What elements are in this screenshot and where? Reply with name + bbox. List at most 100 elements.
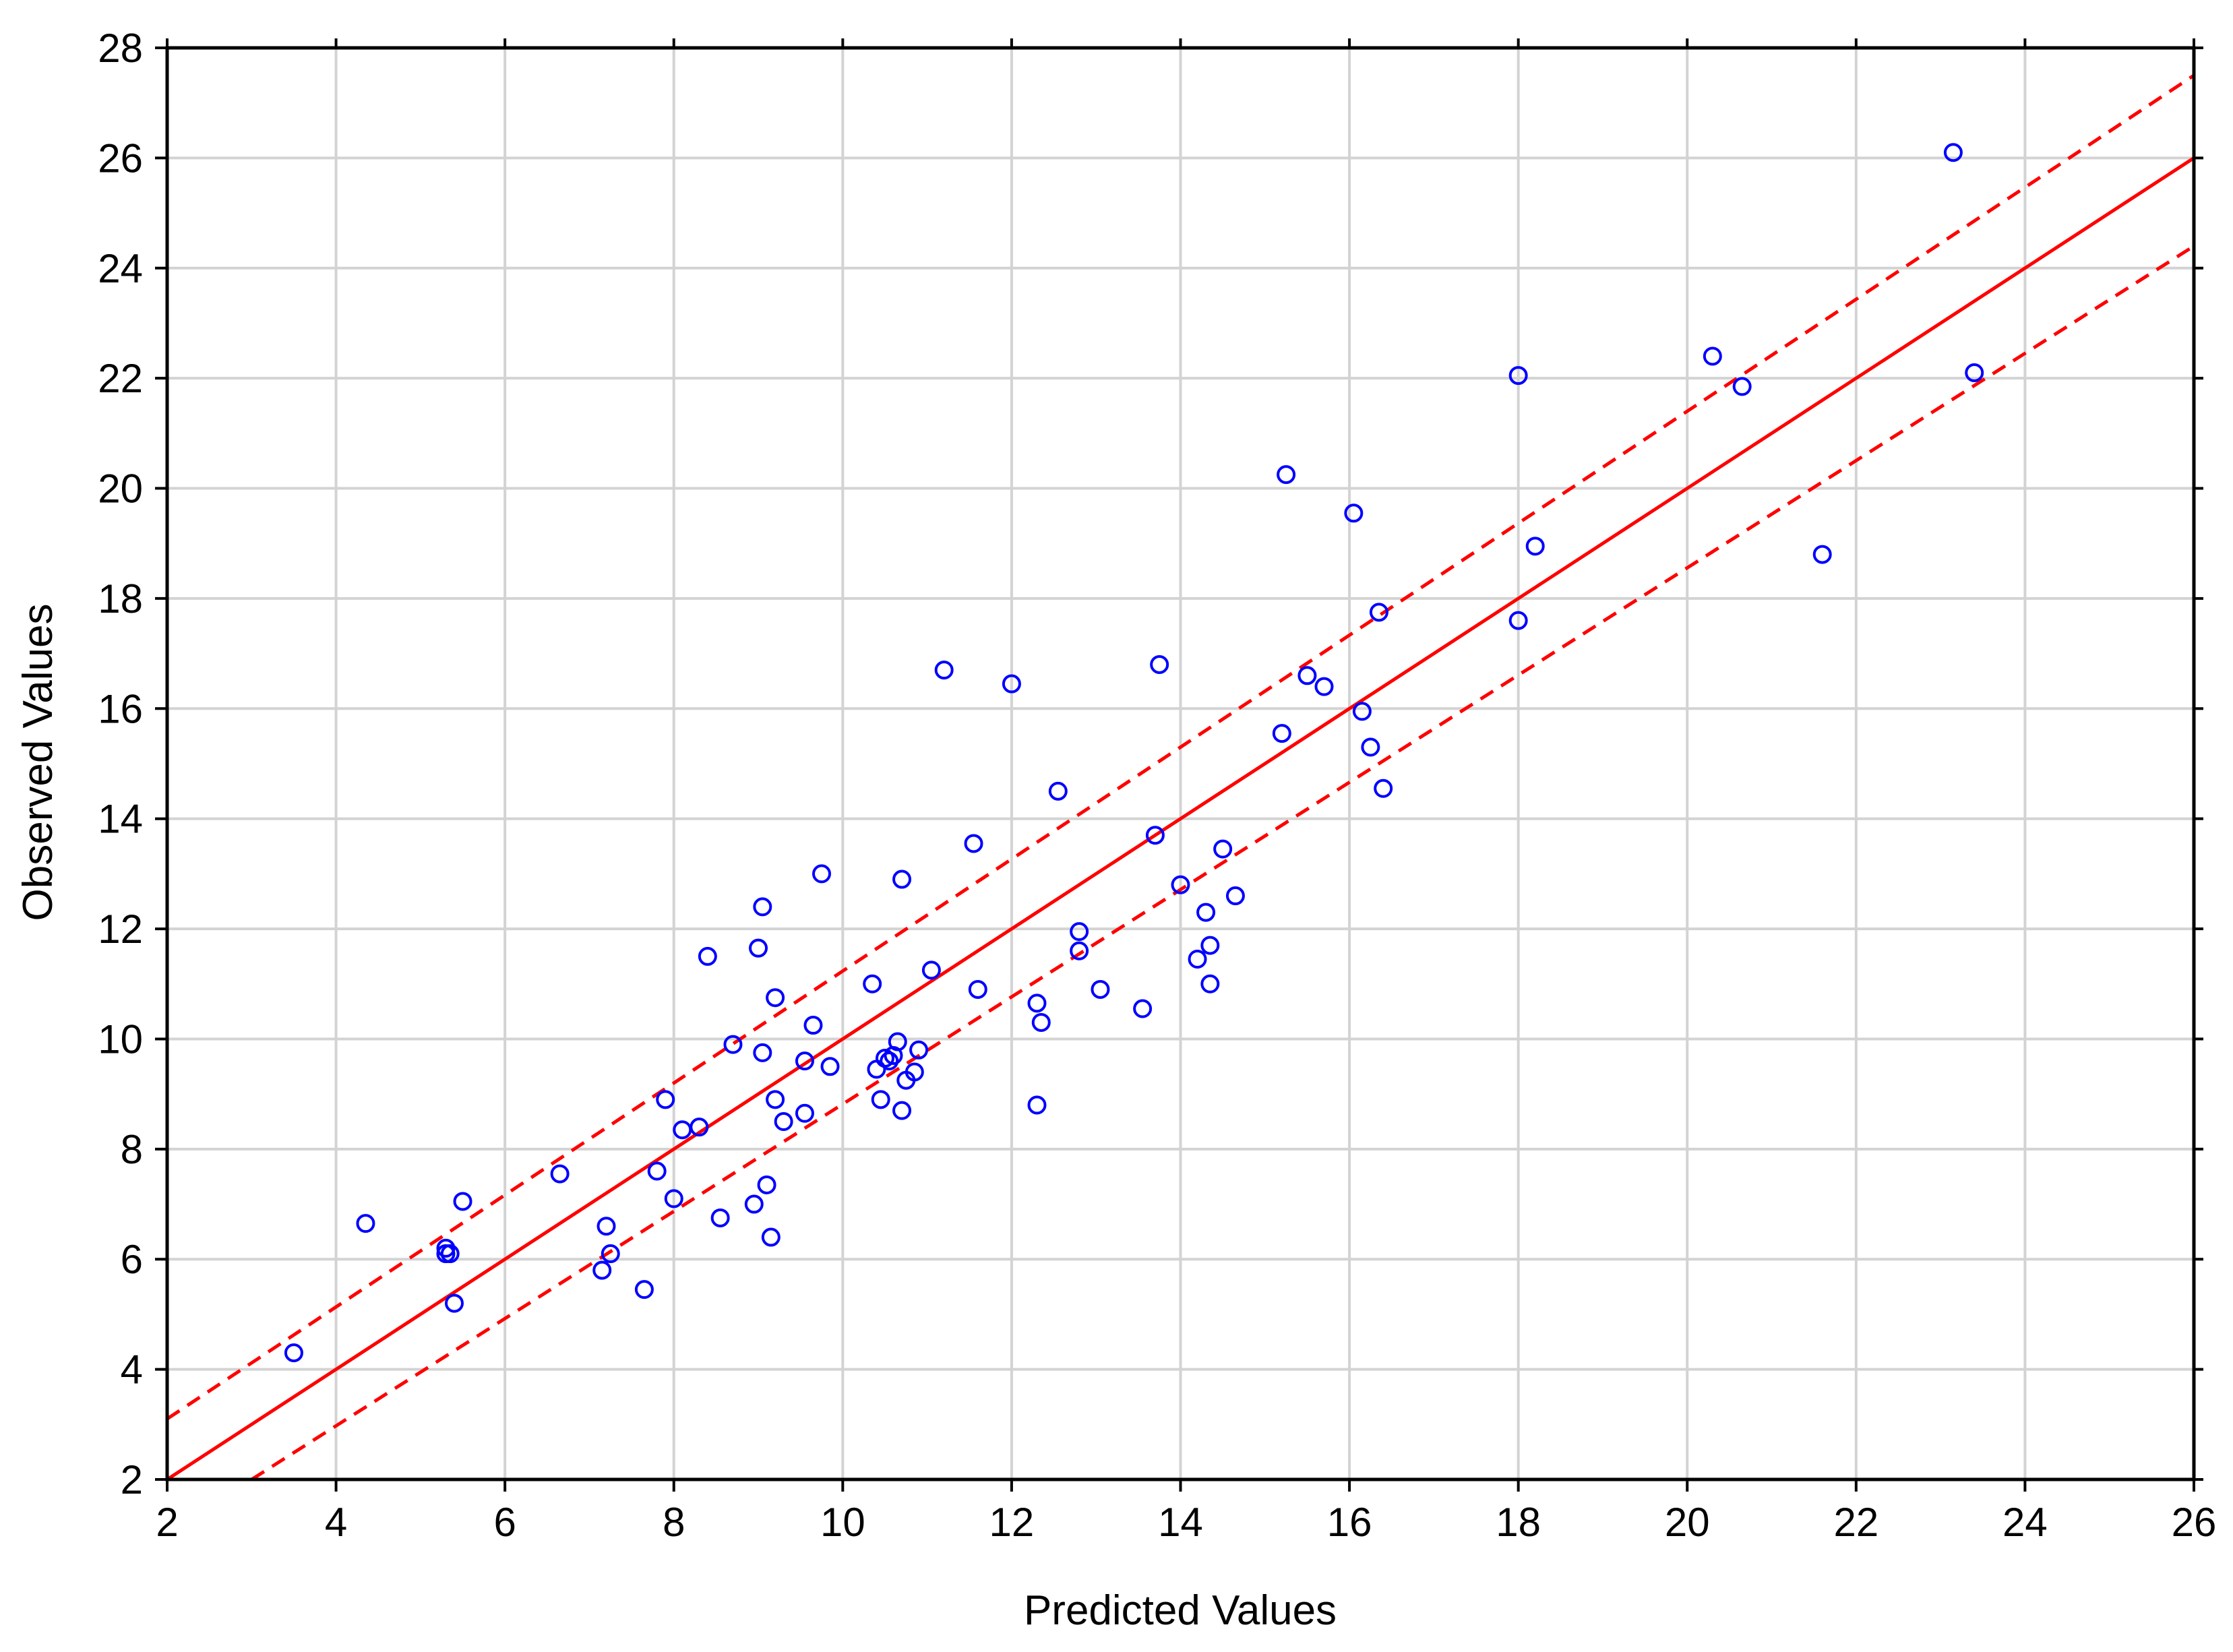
confidence-band-upper [166,73,2195,1421]
x-tick-label: 24 [2002,1500,2048,1545]
data-point [1344,503,1364,523]
y-tick-label: 16 [98,686,143,731]
data-point [761,1227,781,1247]
data-point [1200,936,1220,955]
x-tick-label: 4 [325,1500,347,1545]
data-point [1965,363,1984,382]
x-tick-label: 16 [1327,1500,1372,1545]
x-tick-label: 8 [663,1500,685,1545]
data-point [905,1062,924,1082]
x-tick-label: 10 [820,1500,865,1545]
y-axis-title: Observed Values [15,604,61,921]
data-point [550,1164,570,1184]
data-point [444,1293,464,1313]
data-point [1508,366,1528,386]
regression-line-path [166,156,2195,1481]
data-point [749,938,768,958]
x-tick-label: 14 [1158,1500,1203,1545]
x-tick-label: 12 [989,1500,1035,1545]
x-tick-label: 6 [493,1500,516,1545]
data-point [934,661,954,680]
y-tick-label: 4 [121,1347,143,1393]
y-tick-label: 26 [98,135,143,181]
data-point [436,1238,456,1258]
data-point [1133,999,1153,1018]
y-tick-label: 2 [121,1457,143,1502]
x-tick-label: 2 [156,1500,178,1545]
data-point [1374,778,1393,798]
data-point [1213,839,1233,859]
x-axis-title: Predicted Values [1024,1587,1337,1634]
data-point [757,1175,776,1194]
data-point [1027,1095,1047,1115]
data-point [1297,666,1317,685]
data-point [723,1035,743,1054]
data-point [820,1057,840,1076]
data-point [1145,826,1165,845]
data-point [766,1090,785,1109]
y-tick-label: 28 [98,26,143,71]
data-point [647,1161,667,1181]
y-tick-label: 22 [98,356,143,401]
data-point [1943,143,1963,162]
data-point [1031,1012,1051,1032]
data-point [753,1043,772,1062]
confidence-band [166,73,2195,1481]
data-point [1277,465,1296,485]
data-point [284,1343,303,1363]
data-point [921,960,941,980]
data-point [795,1103,814,1123]
data-point [592,1260,612,1280]
data-point [803,1016,823,1035]
y-tick-label: 20 [98,466,143,512]
data-point [698,946,717,966]
data-point [871,1090,890,1109]
data-point [1200,974,1220,993]
data-point [436,1244,456,1264]
data-point [1314,677,1334,696]
y-tick-label: 12 [98,907,143,952]
y-tick-label: 24 [98,246,143,291]
y-tick-label: 18 [98,576,143,621]
data-points [284,143,1984,1363]
data-point [1272,724,1291,743]
data-point [634,1280,654,1299]
data-point [664,1189,683,1209]
data-point [1048,781,1068,801]
data-point [812,864,832,884]
data-point [597,1217,616,1236]
data-point [968,979,987,999]
data-point [656,1090,675,1109]
data-point [892,1101,912,1120]
gridlines [167,48,2194,1479]
data-point [453,1192,472,1211]
data-point [880,1051,899,1071]
data-point [1812,545,1832,564]
data-point [1091,979,1110,999]
data-point [795,1051,814,1071]
data-point [774,1112,793,1131]
data-point [356,1214,375,1233]
data-point [1732,377,1752,396]
data-point [1150,654,1169,674]
x-tick-label: 20 [1665,1500,1710,1545]
data-point [888,1032,907,1051]
confidence-band-lower [250,244,2195,1481]
data-point [1171,875,1190,894]
data-point [1508,611,1528,630]
data-point [1070,922,1089,942]
x-tick-label: 22 [1833,1500,1878,1545]
x-tick-label: 26 [2172,1500,2217,1545]
data-point [1525,537,1545,556]
data-point [1369,603,1388,622]
regression-line [166,156,2195,1481]
data-point [753,897,772,917]
data-point [1002,674,1021,694]
data-point [1070,941,1089,960]
data-point [1225,886,1245,906]
x-axis-ticks: 2 4 6 8 10 12 14 16 18 20 22 24 26 [156,38,2216,1545]
